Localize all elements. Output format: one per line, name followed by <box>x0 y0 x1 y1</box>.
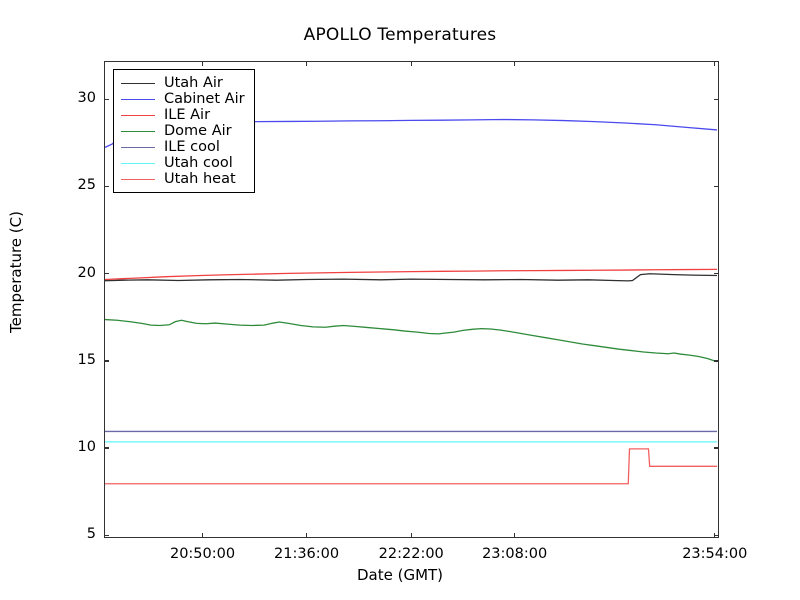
x-tick-mark <box>513 533 516 538</box>
legend-color-swatch <box>121 82 155 84</box>
y-tick-mark <box>104 534 109 536</box>
y-tick-mark <box>714 273 719 275</box>
page-title: APOLLO Temperatures <box>303 25 497 45</box>
y-tick-label: 5 <box>86 526 96 542</box>
y-axis-label: Temperature (C) <box>7 211 25 333</box>
legend-item-label: ILE cool <box>164 139 220 155</box>
y-tick-label: 15 <box>77 351 96 368</box>
x-tick-mark <box>305 533 308 538</box>
legend-item[interactable]: ILE Air <box>121 107 245 123</box>
series-line <box>105 268 717 281</box>
x-axis-tick-labels: 20:50:00 21:36:00 22:22:00 23:08:00 23:54:00 <box>0 546 800 570</box>
series-line <box>105 273 717 282</box>
x-tick-label: 20:50:00 <box>169 546 236 562</box>
legend-item[interactable]: Dome Air <box>121 123 245 139</box>
series-lines <box>105 118 717 485</box>
legend-color-swatch <box>121 146 155 148</box>
x-tick-mark <box>201 533 204 538</box>
y-tick-mark <box>714 534 719 536</box>
legend-item[interactable]: Utah Air <box>121 75 245 91</box>
legend-color-swatch <box>121 162 155 164</box>
y-tick-mark <box>714 447 719 449</box>
x-tick-label: 23:54:00 <box>682 546 748 562</box>
x-axis-label: Date (GMT) <box>356 566 444 584</box>
legend-item[interactable]: ILE cool <box>121 139 245 155</box>
legend-item-label: Utah cool <box>164 155 233 171</box>
y-tick-mark <box>714 98 719 101</box>
legend-item[interactable]: Cabinet Air <box>121 91 245 107</box>
series-line <box>105 318 717 363</box>
y-tick-label: 25 <box>77 177 96 194</box>
legend-item-label: ILE Air <box>164 107 211 123</box>
y-tick-label: 20 <box>77 264 96 281</box>
y-tick-mark <box>104 273 109 275</box>
x-tick-mark <box>410 61 412 66</box>
legend-item-label: Cabinet Air <box>164 91 245 107</box>
x-tick-mark <box>714 533 716 538</box>
legend-color-swatch <box>121 98 155 100</box>
y-tick-label: 30 <box>77 90 96 107</box>
y-tick-mark <box>714 185 719 188</box>
x-tick-mark <box>201 61 204 66</box>
y-tick-mark <box>104 447 109 449</box>
y-tick-label: 10 <box>77 438 96 455</box>
x-tick-label: 22:22:00 <box>378 546 444 562</box>
legend-color-swatch <box>121 130 155 132</box>
y-tick-mark <box>104 360 109 362</box>
y-axis-tick-labels: 5 10 15 20 25 30 <box>48 0 96 600</box>
x-tick-label: 23:08:00 <box>482 546 548 562</box>
legend-color-swatch <box>121 114 155 116</box>
legend-item-label: Utah heat <box>164 171 236 187</box>
y-tick-mark <box>104 98 109 101</box>
legend-color-swatch <box>121 178 155 180</box>
series-line <box>105 448 717 485</box>
x-tick-label: 21:36:00 <box>274 546 340 562</box>
y-tick-mark <box>714 360 719 362</box>
chart-legend: Utah Air Cabinet Air ILE Air Dome Air ILE co… <box>113 69 255 193</box>
legend-item[interactable]: Utah cool <box>121 155 245 171</box>
x-tick-mark <box>513 61 516 66</box>
x-tick-mark <box>714 61 716 66</box>
x-tick-mark <box>410 533 412 538</box>
y-tick-mark <box>104 185 109 188</box>
legend-item[interactable]: Utah heat <box>121 171 245 187</box>
legend-item-label: Utah Air <box>164 75 223 91</box>
x-tick-mark <box>305 61 308 66</box>
legend-item-label: Dome Air <box>164 123 232 139</box>
